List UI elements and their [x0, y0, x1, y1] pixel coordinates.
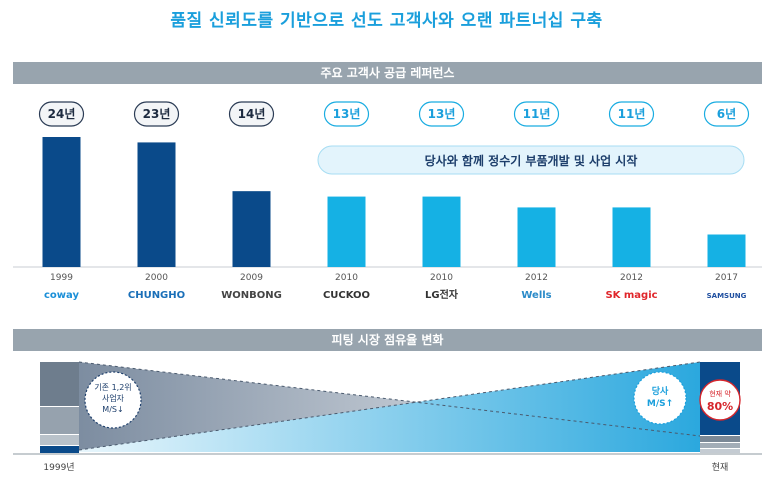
- left-bar-segment: [40, 446, 79, 453]
- years-badge-label: 6년: [717, 107, 736, 121]
- competitor-callout-text: 기존 1,2위 사업자 M/S↓: [94, 383, 131, 414]
- result-badge-value: 80%: [707, 400, 733, 413]
- trend-line-up: [78, 361, 701, 451]
- years-badge-label: 11년: [523, 107, 551, 121]
- years-badge: [703, 101, 750, 127]
- customer-logo: Wells: [521, 290, 551, 301]
- bar: [232, 191, 271, 267]
- section-header-references: 주요 고객사 공급 레퍼런스: [13, 62, 762, 84]
- customer-logo: CHUNGHO: [128, 290, 185, 301]
- years-badge-label: 23년: [143, 107, 171, 121]
- bar: [612, 207, 651, 267]
- share-label-right: 현재: [712, 462, 729, 473]
- callout-pill: [317, 145, 745, 175]
- year-label: 2010: [335, 273, 358, 283]
- year-label: 1999: [50, 273, 73, 283]
- years-badge: [608, 101, 655, 127]
- callout-text: 당사와 함께 정수기 부품개발 및 사업 시작: [425, 153, 638, 168]
- bar: [137, 142, 176, 267]
- year-label: 2012: [620, 273, 643, 283]
- trend-line-down: [78, 361, 701, 437]
- result-badge: [699, 379, 741, 421]
- customer-logo: LG전자: [425, 288, 459, 301]
- years-badge: [323, 101, 370, 127]
- year-label: 2010: [430, 273, 453, 283]
- customer-logo: WONBONG: [221, 290, 282, 301]
- right-bar-segment: [700, 443, 740, 448]
- customer-logo: SK magic: [605, 290, 657, 301]
- years-badge-label: 11년: [618, 107, 646, 121]
- customer-logo: coway: [44, 290, 79, 301]
- our-callout-circle: [633, 371, 687, 425]
- years-badge-label: 24년: [48, 107, 76, 121]
- year-label: 2017: [715, 273, 738, 283]
- year-label: 2000: [145, 273, 168, 283]
- left-bar-segment: [40, 362, 79, 406]
- years-badge: [228, 101, 275, 127]
- years-badge-label: 14년: [238, 107, 266, 121]
- share-label-left: 1999년: [43, 462, 74, 473]
- year-label: 2009: [240, 273, 263, 283]
- right-bar-segment: [700, 449, 740, 453]
- customer-logo: SAMSUNG: [707, 292, 747, 300]
- page-title: 품질 신뢰도를 기반으로 선도 고객사와 오랜 파트너십 구축: [170, 11, 603, 31]
- years-badge: [133, 101, 180, 127]
- customer-logo: CUCKOO: [323, 290, 370, 301]
- right-bar-segment: [700, 436, 740, 442]
- left-bar-segment: [40, 435, 79, 445]
- bar: [42, 137, 81, 267]
- bar: [517, 207, 556, 267]
- bar: [707, 234, 746, 267]
- years-badge: [38, 101, 85, 127]
- years-badge-label: 13년: [428, 107, 456, 121]
- competitor-callout-circle: [84, 371, 142, 429]
- years-badge-label: 13년: [333, 107, 361, 121]
- bar: [327, 196, 366, 267]
- result-badge-caption: 현재 약: [709, 389, 731, 398]
- our-callout-text: 당사 M/S↑: [647, 385, 673, 409]
- years-badge: [418, 101, 465, 127]
- years-badge: [513, 101, 560, 127]
- section-header-market-share: 피팅 시장 점유율 변화: [13, 329, 762, 351]
- left-bar-segment: [40, 407, 79, 434]
- bar: [422, 196, 461, 267]
- year-label: 2012: [525, 273, 548, 283]
